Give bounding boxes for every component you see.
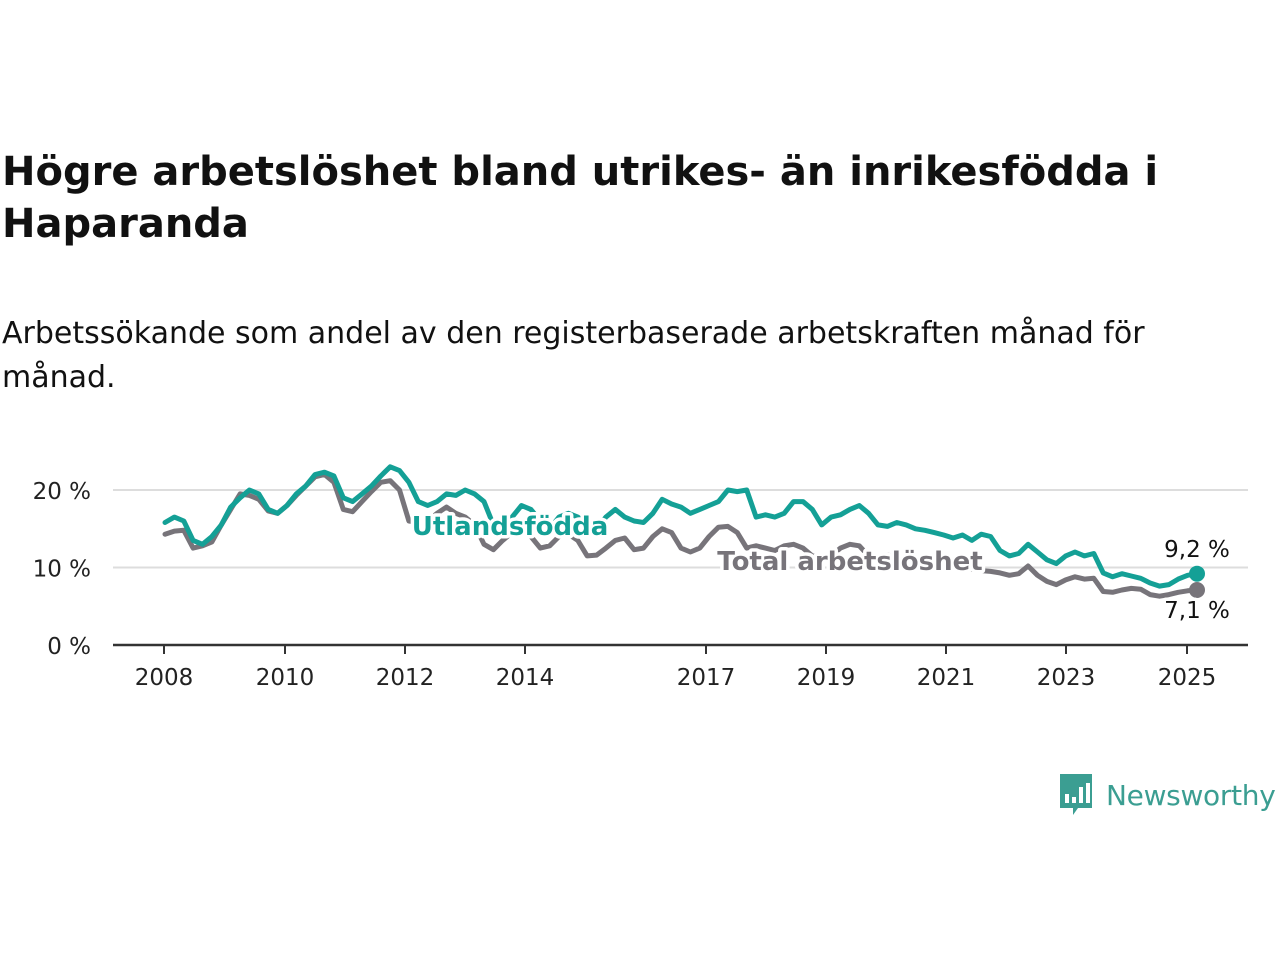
series-label-foreign-born-halo: Utlandsfödda xyxy=(412,512,609,542)
brand-name: Newsworthy xyxy=(1106,778,1276,812)
series-line-foreign-born xyxy=(162,464,1200,589)
end-value-foreign-born: 9,2 % xyxy=(1164,537,1230,563)
x-tick-label: 2010 xyxy=(256,665,315,691)
y-tick-label: 10 % xyxy=(33,557,91,583)
x-tick-label: 2021 xyxy=(917,665,976,691)
x-tick-label: 2014 xyxy=(496,665,555,691)
x-tick-label: 2012 xyxy=(376,665,435,691)
gridlines xyxy=(113,489,1248,569)
series-line-total xyxy=(162,472,1200,599)
series-lines xyxy=(162,464,1205,599)
y-tick-label: 20 % xyxy=(33,479,91,505)
line-chart: 0 % 10 % 20 % UtlandsföddaUtlandsföddaTota… xyxy=(33,464,1248,691)
x-tick-label: 2019 xyxy=(797,665,856,691)
series-label-foreign-born: Utlandsfödda xyxy=(412,512,609,542)
x-tick-label: 2017 xyxy=(677,665,736,691)
end-value-total: 7,1 % xyxy=(1164,598,1230,624)
end-value-foreign-born-halo: 9,2 % xyxy=(1164,537,1230,563)
newsworthy-logo-icon xyxy=(1060,774,1092,815)
x-tick-label: 2008 xyxy=(135,665,194,691)
end-point-total xyxy=(1189,581,1205,598)
x-axis: 2008 2010 2012 2014 2017 2019 2021 2023 2025 xyxy=(113,643,1248,691)
chart-title: Högre arbetslöshet bland utrikes- än inr… xyxy=(2,149,1159,247)
end-point-foreign-born xyxy=(1189,565,1205,582)
x-tick-label: 2025 xyxy=(1158,665,1217,691)
x-tick-label: 2023 xyxy=(1037,665,1096,691)
chart-subtitle: Arbetssökande som andel av den registerb… xyxy=(2,316,1145,395)
y-axis-ticks: 0 % 10 % 20 % xyxy=(33,479,91,660)
brand-logo: Newsworthy xyxy=(1058,772,1276,818)
series-label-total-halo: Total arbetslöshet xyxy=(717,547,982,577)
y-tick-label: 0 % xyxy=(47,634,91,660)
series-label-total: Total arbetslöshet xyxy=(717,547,982,577)
end-value-total-halo: 7,1 % xyxy=(1164,598,1230,624)
